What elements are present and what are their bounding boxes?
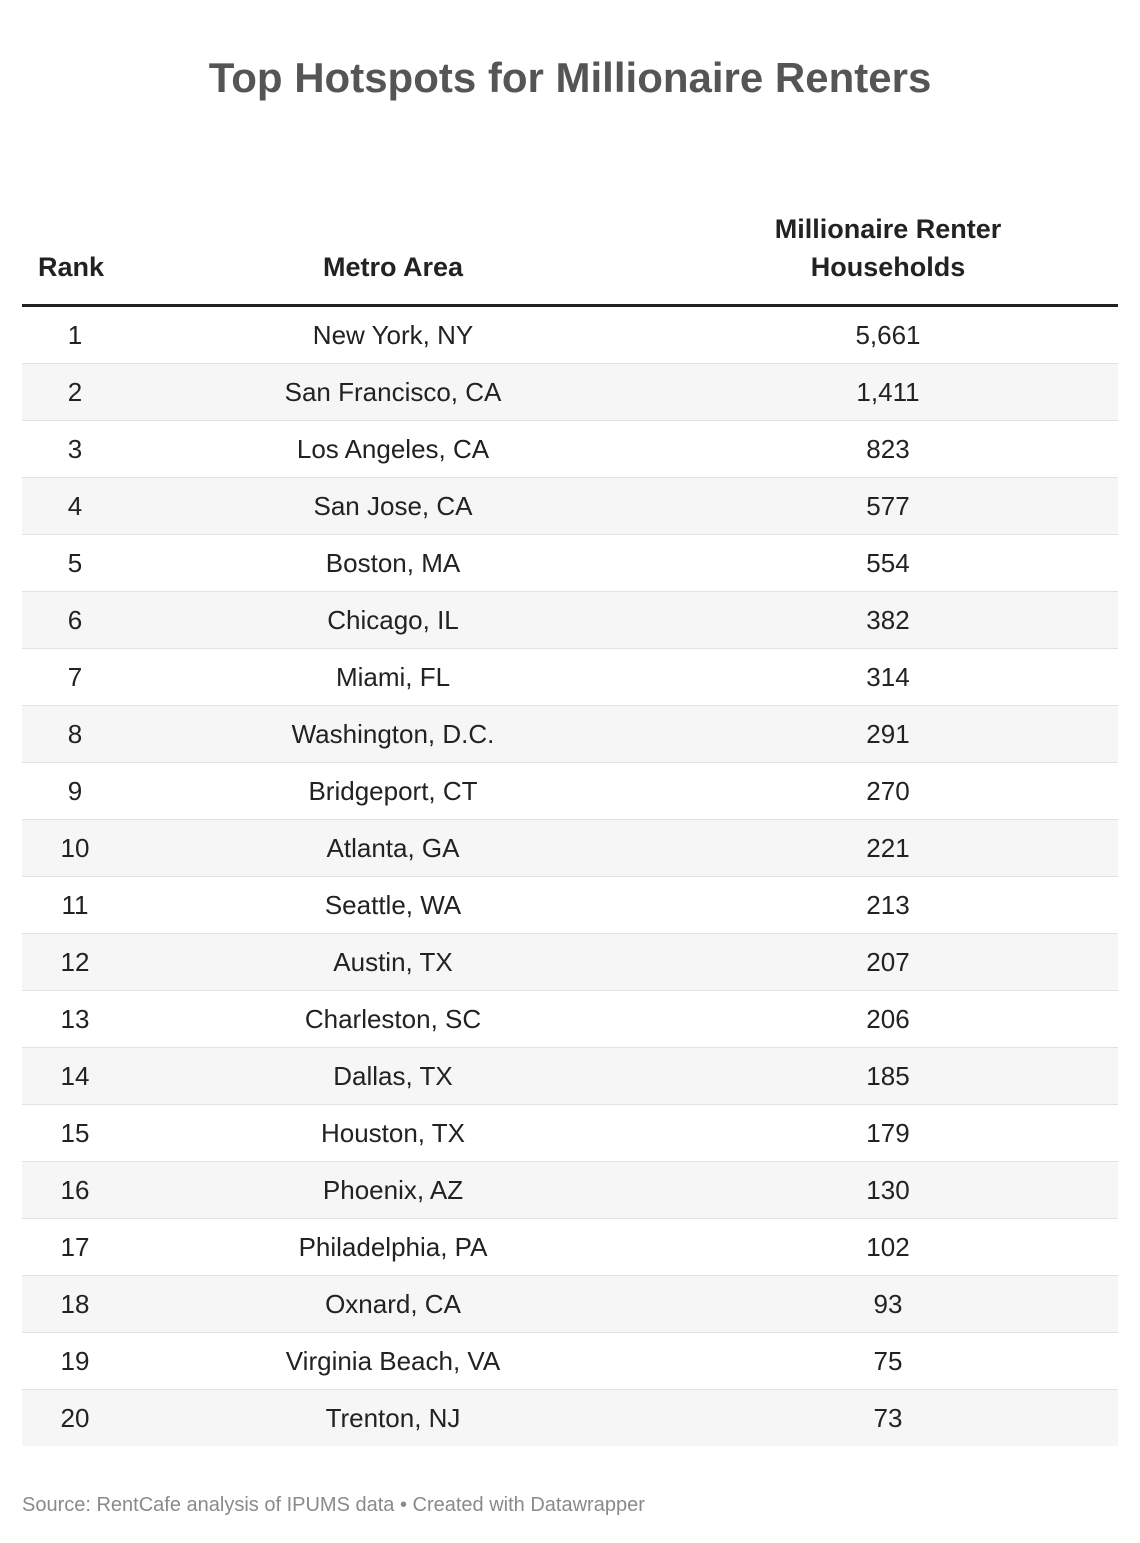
table: Rank Metro Area Millionaire Renter Househo… bbox=[22, 210, 1118, 1446]
column-header-text: Metro Area bbox=[322, 252, 464, 282]
table-cell: 221 bbox=[658, 819, 1118, 877]
table-cell: 15 bbox=[22, 1104, 128, 1162]
table-cell: 19 bbox=[22, 1332, 128, 1390]
table-cell: San Francisco, CA bbox=[128, 363, 658, 421]
table-cell: 5 bbox=[22, 534, 128, 592]
table-row: 8 Washington, D.C. 291 bbox=[22, 705, 1118, 763]
title: Top Hotspots for Millionaire Renters bbox=[208, 54, 932, 101]
table-cell: San Jose, CA bbox=[128, 477, 658, 535]
table-cell: 20 bbox=[22, 1389, 128, 1446]
table-cell: 9 bbox=[22, 762, 128, 820]
table-cell: Seattle, WA bbox=[128, 876, 658, 934]
table-cell: 7 bbox=[22, 648, 128, 706]
table-cell: 185 bbox=[658, 1047, 1118, 1105]
table-cell: 11 bbox=[22, 876, 128, 934]
table-cell: Phoenix, AZ bbox=[128, 1161, 658, 1219]
table-cell: Oxnard, CA bbox=[128, 1275, 658, 1333]
table-row: 6 Chicago, IL 382 bbox=[22, 591, 1118, 649]
table-cell: Washington, D.C. bbox=[128, 705, 658, 763]
table-row: 13 Charleston, SC 206 bbox=[22, 990, 1118, 1048]
table-cell: Chicago, IL bbox=[128, 591, 658, 649]
table-cell: 102 bbox=[658, 1218, 1118, 1276]
table-cell: Virginia Beach, VA bbox=[128, 1332, 658, 1390]
table-cell: Houston, TX bbox=[128, 1104, 658, 1162]
table-cell: 577 bbox=[658, 477, 1118, 535]
table-cell: 8 bbox=[22, 705, 128, 763]
table-cell: 2 bbox=[22, 363, 128, 421]
table-cell: 3 bbox=[22, 420, 128, 478]
column-header: Millionaire Renter Households bbox=[658, 210, 1118, 307]
table-cell: Boston, MA bbox=[128, 534, 658, 592]
table-row: 9 Bridgeport, CT 270 bbox=[22, 762, 1118, 820]
table-row: 3 Los Angeles, CA 823 bbox=[22, 420, 1118, 478]
table-cell: Los Angeles, CA bbox=[128, 420, 658, 478]
table-cell: 130 bbox=[658, 1161, 1118, 1219]
table-cell: 4 bbox=[22, 477, 128, 535]
table-row: 1 New York, NY 5,661 bbox=[22, 305, 1118, 364]
table-cell: Charleston, SC bbox=[128, 990, 658, 1048]
table-cell: 93 bbox=[658, 1275, 1118, 1333]
table-cell: Austin, TX bbox=[128, 933, 658, 991]
table-row: 7 Miami, FL 314 bbox=[22, 648, 1118, 706]
source-note: Source: RentCafe analysis of IPUMS data … bbox=[22, 1494, 645, 1516]
table-cell: 6 bbox=[22, 591, 128, 649]
table-row: 18 Oxnard, CA 93 bbox=[22, 1275, 1118, 1333]
column-header: Rank bbox=[22, 210, 128, 307]
table-row: 10 Atlanta, GA 221 bbox=[22, 819, 1118, 877]
table-cell: 13 bbox=[22, 990, 128, 1048]
column-header-text: Rank bbox=[38, 252, 105, 282]
table-row: 2 San Francisco, CA 1,411 bbox=[22, 363, 1118, 421]
table-cell: 14 bbox=[22, 1047, 128, 1105]
table-cell: Trenton, NJ bbox=[128, 1389, 658, 1446]
table-row: 16 Phoenix, AZ 130 bbox=[22, 1161, 1118, 1219]
table-cell: 291 bbox=[658, 705, 1118, 763]
column-header-text: Millionaire Renter Households bbox=[774, 214, 1002, 282]
table-cell: 73 bbox=[658, 1389, 1118, 1446]
table-cell: Bridgeport, CT bbox=[128, 762, 658, 820]
table-cell: 179 bbox=[658, 1104, 1118, 1162]
table-row: 4 San Jose, CA 577 bbox=[22, 477, 1118, 535]
table-cell: 213 bbox=[658, 876, 1118, 934]
table-cell: 10 bbox=[22, 819, 128, 877]
table-cell: 206 bbox=[658, 990, 1118, 1048]
column-header: Metro Area bbox=[128, 210, 658, 307]
table-row: 14 Dallas, TX 185 bbox=[22, 1047, 1118, 1105]
table-cell: 75 bbox=[658, 1332, 1118, 1390]
table-row: 11 Seattle, WA 213 bbox=[22, 876, 1118, 934]
table-cell: 1 bbox=[22, 305, 128, 364]
table-row: 19 Virginia Beach, VA 75 bbox=[22, 1332, 1118, 1390]
table-cell: 207 bbox=[658, 933, 1118, 991]
table-cell: Philadelphia, PA bbox=[128, 1218, 658, 1276]
table-cell: 5,661 bbox=[658, 305, 1118, 364]
table-cell: 314 bbox=[658, 648, 1118, 706]
table-cell: 270 bbox=[658, 762, 1118, 820]
table-cell: 16 bbox=[22, 1161, 128, 1219]
table-row: 12 Austin, TX 207 bbox=[22, 933, 1118, 991]
table-cell: 17 bbox=[22, 1218, 128, 1276]
table-row: 15 Houston, TX 179 bbox=[22, 1104, 1118, 1162]
table-row: 5 Boston, MA 554 bbox=[22, 534, 1118, 592]
table-cell: Atlanta, GA bbox=[128, 819, 658, 877]
table-cell: 18 bbox=[22, 1275, 128, 1333]
header-row: Rank Metro Area Millionaire Renter Househo… bbox=[22, 210, 1118, 307]
table-body: 1 New York, NY 5,661 2 San Francisco, CA 1,41… bbox=[22, 305, 1118, 1446]
table-cell: 12 bbox=[22, 933, 128, 991]
table-cell: Miami, FL bbox=[128, 648, 658, 706]
table-cell: 1,411 bbox=[658, 363, 1118, 421]
table-cell: 382 bbox=[658, 591, 1118, 649]
table-cell: 823 bbox=[658, 420, 1118, 478]
table-row: 20 Trenton, NJ 73 bbox=[22, 1389, 1118, 1446]
table-cell: Dallas, TX bbox=[128, 1047, 658, 1105]
table-row: 17 Philadelphia, PA 102 bbox=[22, 1218, 1118, 1276]
table-cell: New York, NY bbox=[128, 305, 658, 364]
table-cell: 554 bbox=[658, 534, 1118, 592]
